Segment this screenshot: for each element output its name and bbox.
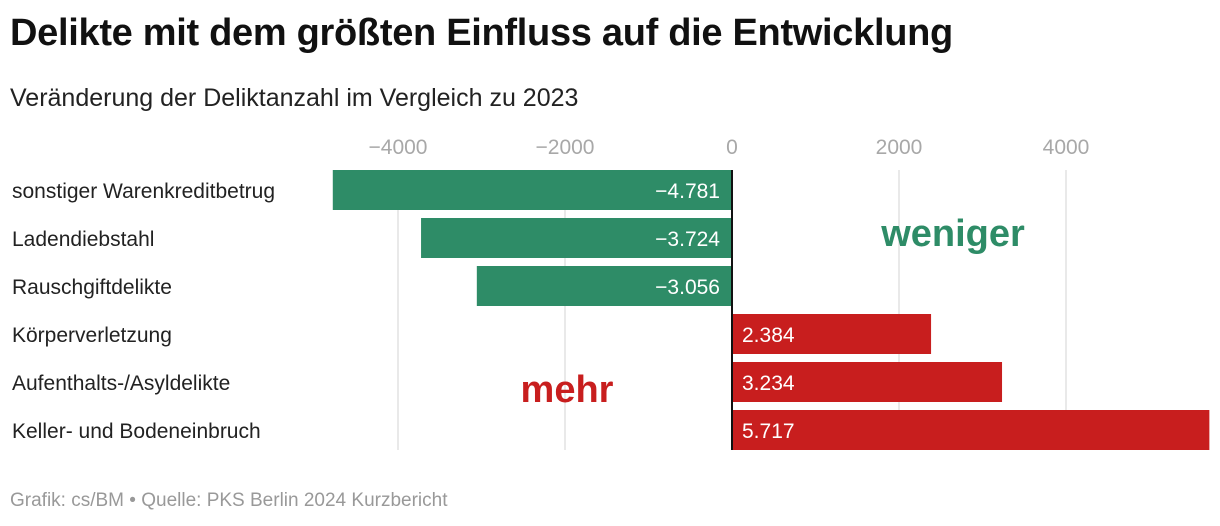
- bar: [332, 170, 732, 210]
- annotation-mehr: mehr: [521, 369, 614, 411]
- category-label: Rauschgiftdelikte: [12, 276, 172, 299]
- value-label: −3.724: [655, 228, 720, 251]
- chart-subtitle: Veränderung der Deliktanzahl im Vergleic…: [10, 84, 579, 112]
- annotation-weniger: weniger: [880, 213, 1025, 255]
- source-footer: Grafik: cs/BM • Quelle: PKS Berlin 2024 …: [10, 490, 448, 511]
- category-label: Aufenthalts-/Asyldelikte: [12, 372, 230, 395]
- category-label: sonstiger Warenkreditbetrug: [12, 180, 275, 203]
- x-tick-label: −2000: [536, 136, 595, 159]
- chart-title: Delikte mit dem größten Einfluss auf die…: [10, 12, 953, 54]
- bar: [732, 314, 932, 354]
- bar-chart: −4000 −2000 0 2000 4000 sonstiger Warenkredit…: [12, 136, 1210, 450]
- x-tick-label: 2000: [876, 136, 923, 159]
- value-label: −3.056: [655, 276, 720, 299]
- bar: [421, 218, 732, 258]
- x-tick-label: 0: [726, 136, 738, 159]
- category-label: Ladendiebstahl: [12, 228, 154, 251]
- bar: [476, 266, 732, 306]
- bar: [732, 362, 1003, 402]
- value-label: 5.717: [742, 420, 795, 443]
- value-label: 3.234: [742, 372, 795, 395]
- bar: [732, 410, 1210, 450]
- category-label: Keller- und Bodeneinbruch: [12, 420, 261, 443]
- value-label: 2.384: [742, 324, 795, 347]
- category-label: Körperverletzung: [12, 324, 172, 347]
- x-tick-label: −4000: [369, 136, 428, 159]
- value-label: −4.781: [655, 180, 720, 203]
- x-tick-label: 4000: [1043, 136, 1090, 159]
